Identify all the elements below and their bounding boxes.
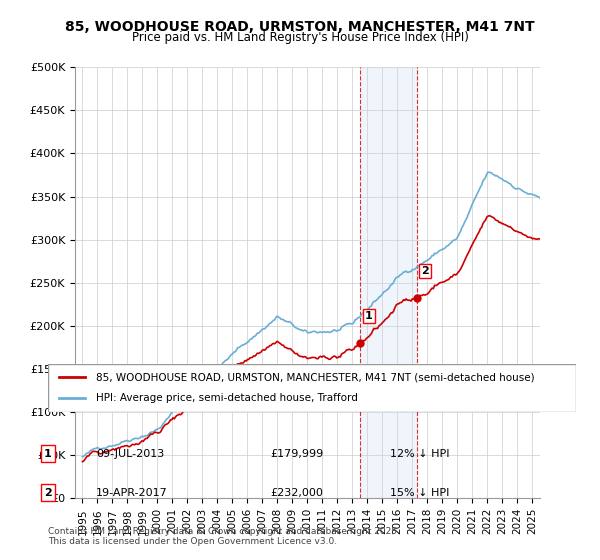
FancyBboxPatch shape xyxy=(48,364,576,412)
Text: Price paid vs. HM Land Registry's House Price Index (HPI): Price paid vs. HM Land Registry's House … xyxy=(131,31,469,44)
Text: HPI: Average price, semi-detached house, Trafford: HPI: Average price, semi-detached house,… xyxy=(95,393,358,403)
Text: 19-APR-2017: 19-APR-2017 xyxy=(96,488,168,498)
Text: 1: 1 xyxy=(365,311,373,321)
Text: 15% ↓ HPI: 15% ↓ HPI xyxy=(390,488,449,498)
Text: 85, WOODHOUSE ROAD, URMSTON, MANCHESTER, M41 7NT (semi-detached house): 85, WOODHOUSE ROAD, URMSTON, MANCHESTER,… xyxy=(95,372,534,382)
Text: 2: 2 xyxy=(44,488,52,498)
Text: 09-JUL-2013: 09-JUL-2013 xyxy=(96,449,164,459)
Text: 85, WOODHOUSE ROAD, URMSTON, MANCHESTER, M41 7NT: 85, WOODHOUSE ROAD, URMSTON, MANCHESTER,… xyxy=(65,20,535,34)
Text: £232,000: £232,000 xyxy=(270,488,323,498)
Text: Contains HM Land Registry data © Crown copyright and database right 2025.
This d: Contains HM Land Registry data © Crown c… xyxy=(48,526,400,546)
Bar xyxy=(360,67,417,498)
Text: 2: 2 xyxy=(421,266,429,276)
Text: 12% ↓ HPI: 12% ↓ HPI xyxy=(390,449,449,459)
Text: 1: 1 xyxy=(44,449,52,459)
Text: £179,999: £179,999 xyxy=(270,449,323,459)
